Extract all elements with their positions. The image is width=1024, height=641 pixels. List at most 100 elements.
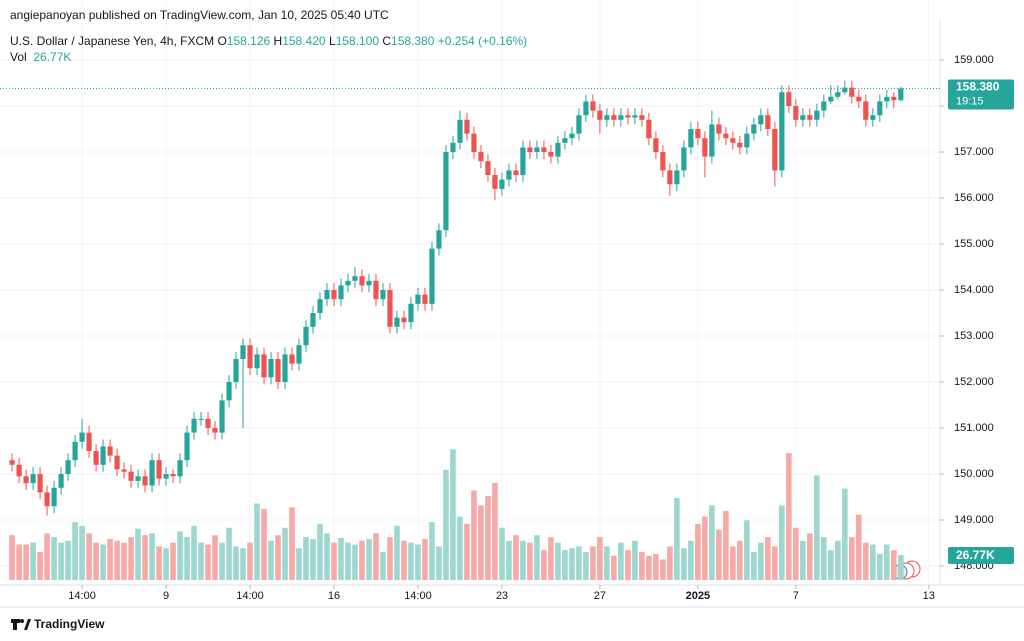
- volume-value: 26.77K: [33, 50, 72, 64]
- candle-body: [268, 359, 274, 378]
- candle-body: [282, 354, 288, 383]
- volume-bar: [730, 546, 736, 580]
- candle-body: [793, 106, 799, 120]
- volume-bar: [660, 559, 666, 580]
- y-tick-label: 154.000: [954, 284, 994, 296]
- volume-bar: [247, 542, 253, 580]
- candle-body: [128, 471, 134, 481]
- volume-bar: [261, 509, 267, 580]
- candle-body: [142, 476, 148, 486]
- candle-body: [359, 276, 365, 286]
- candle-body: [807, 115, 813, 120]
- candle-body: [275, 359, 281, 383]
- volume-bar: [884, 544, 890, 580]
- candle-body: [44, 492, 50, 507]
- candle-body: [758, 115, 764, 125]
- volume-key: Vol: [10, 50, 27, 64]
- candle-body: [583, 101, 589, 116]
- volume-bar: [373, 533, 379, 580]
- volume-bar: [268, 540, 274, 580]
- volume-bar: [702, 516, 708, 580]
- volume-bar: [534, 535, 540, 580]
- volume-bar: [240, 548, 246, 580]
- ohlc-key: C: [382, 34, 392, 48]
- volume-bar: [898, 555, 904, 580]
- volume-bar: [338, 538, 344, 580]
- last-price-label: 158.380: [956, 80, 1000, 94]
- candle-body: [814, 110, 820, 120]
- volume-bar: [58, 542, 64, 580]
- candle-body: [345, 280, 351, 286]
- candle-body: [443, 152, 449, 231]
- volume-bar: [310, 538, 316, 580]
- x-tick-label: 7: [793, 590, 799, 602]
- candle-body: [681, 147, 687, 171]
- candle-body: [114, 455, 120, 470]
- volume-bar: [863, 542, 869, 580]
- volume-bar: [65, 540, 71, 580]
- volume-bar: [156, 546, 162, 580]
- candle-body: [212, 428, 218, 433]
- candle-body: [863, 101, 869, 120]
- tv-logo: [11, 619, 31, 630]
- ohlc-value: 158.420: [282, 34, 326, 48]
- volume-bar: [100, 544, 106, 580]
- candle-body: [548, 152, 554, 157]
- volume-bar: [135, 528, 141, 580]
- y-tick-label: 152.000: [954, 376, 994, 388]
- volume-bar: [569, 548, 575, 580]
- candle-body: [352, 276, 358, 281]
- volume-bar: [317, 524, 323, 580]
- candle-body: [464, 119, 470, 134]
- candle-body: [37, 474, 43, 493]
- y-tick-label: 155.000: [954, 238, 994, 250]
- volume-bar: [485, 496, 491, 580]
- candle-body: [618, 115, 624, 120]
- candle-body: [107, 446, 113, 456]
- candle-body: [646, 119, 652, 139]
- volume-bar: [835, 540, 841, 580]
- candle-body: [331, 290, 337, 300]
- volume-bar: [709, 505, 715, 580]
- x-tick-label: 16: [328, 590, 340, 602]
- volume-bar: [492, 482, 498, 580]
- symbol: U.S. Dollar / Japanese Yen, 4h, FXCM: [10, 34, 215, 48]
- volume-bar: [611, 555, 617, 580]
- volume-bar: [16, 544, 22, 580]
- candle-body: [317, 299, 323, 314]
- volume-bar: [576, 546, 582, 580]
- candle-body: [436, 230, 442, 249]
- y-tick-label: 150.000: [954, 468, 994, 480]
- volume-bar: [513, 535, 519, 580]
- volume-bar: [765, 537, 771, 580]
- volume-bar: [212, 535, 218, 580]
- volume-bar: [646, 555, 652, 580]
- volume-bar: [793, 527, 799, 580]
- ohlc-key: O: [217, 34, 227, 48]
- volume-bar: [23, 544, 29, 580]
- candle-body: [254, 354, 260, 369]
- volume-bar: [604, 546, 610, 580]
- candle-body: [751, 124, 757, 134]
- change: +0.254 (+0.16%): [437, 34, 528, 48]
- candle-body: [562, 138, 568, 143]
- candle-body: [576, 115, 582, 134]
- candle-body: [79, 432, 85, 442]
- candle-body: [184, 432, 190, 461]
- ohlc-key: H: [273, 34, 283, 48]
- candle-body: [625, 115, 631, 118]
- volume-bar: [30, 542, 36, 580]
- volume-bar: [86, 533, 92, 580]
- candle-body: [877, 101, 883, 116]
- volume-bar: [814, 475, 820, 580]
- candle-body: [835, 92, 841, 97]
- x-tick-label: 23: [496, 590, 508, 602]
- volume-bar: [695, 524, 701, 580]
- y-tick-label: 156.000: [954, 192, 994, 204]
- candle-body: [233, 359, 239, 383]
- volume-bar: [828, 550, 834, 580]
- candle-body: [730, 138, 736, 143]
- volume-bar: [9, 535, 15, 580]
- candle-body: [660, 152, 666, 171]
